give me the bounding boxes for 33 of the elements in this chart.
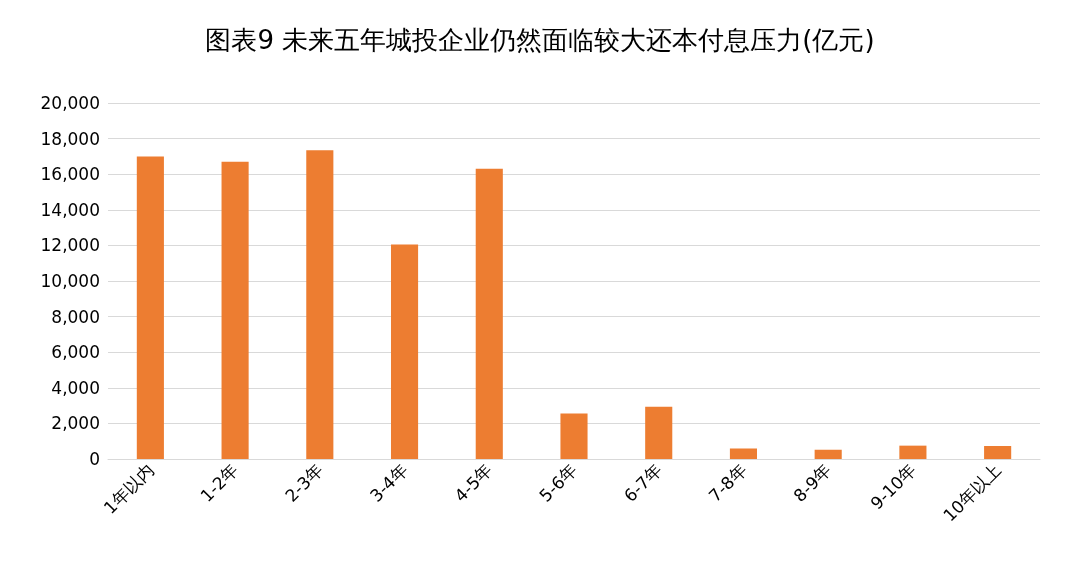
y-tick-label: 20,000 — [40, 93, 100, 113]
y-tick-label: 0 — [89, 449, 100, 469]
x-tick-label: 10年以上 — [939, 459, 1005, 526]
y-tick-label: 12,000 — [40, 235, 100, 256]
y-tick-label: 2,000 — [51, 413, 100, 434]
x-tick-label: 5-6年 — [535, 459, 582, 506]
x-tick-label: 6-7年 — [620, 459, 666, 506]
bar — [899, 445, 927, 459]
bar — [390, 244, 419, 459]
bar — [729, 448, 758, 459]
x-tick-label: 2-3年 — [281, 459, 327, 506]
bar — [984, 446, 1012, 459]
y-tick-label: 10,000 — [40, 271, 100, 291]
x-tick-label: 4-5年 — [450, 459, 497, 506]
y-tick-label: 4,000 — [51, 377, 100, 398]
y-tick-label: 16,000 — [40, 164, 100, 185]
bar — [560, 413, 588, 459]
x-tick-label: 8-9年 — [789, 459, 836, 506]
bar — [221, 161, 249, 459]
y-tick-label: 18,000 — [40, 128, 100, 149]
x-tick-label: 1-2年 — [196, 459, 243, 506]
x-tick-label: 3-4年 — [365, 459, 412, 506]
x-tick-label: 7-8年 — [704, 459, 751, 506]
bar — [814, 449, 842, 459]
x-tick-label: 1年以内 — [99, 459, 158, 518]
chart-title: 图表9 未来五年城投企业仍然面临较大还本付息压力(亿元) — [205, 25, 875, 55]
bar — [136, 156, 164, 459]
bar — [306, 150, 334, 459]
y-tick-label: 8,000 — [51, 306, 100, 327]
bar — [645, 406, 673, 459]
y-tick-label: 14,000 — [40, 199, 100, 220]
bar — [475, 168, 503, 459]
y-tick-label: 6,000 — [51, 342, 100, 363]
